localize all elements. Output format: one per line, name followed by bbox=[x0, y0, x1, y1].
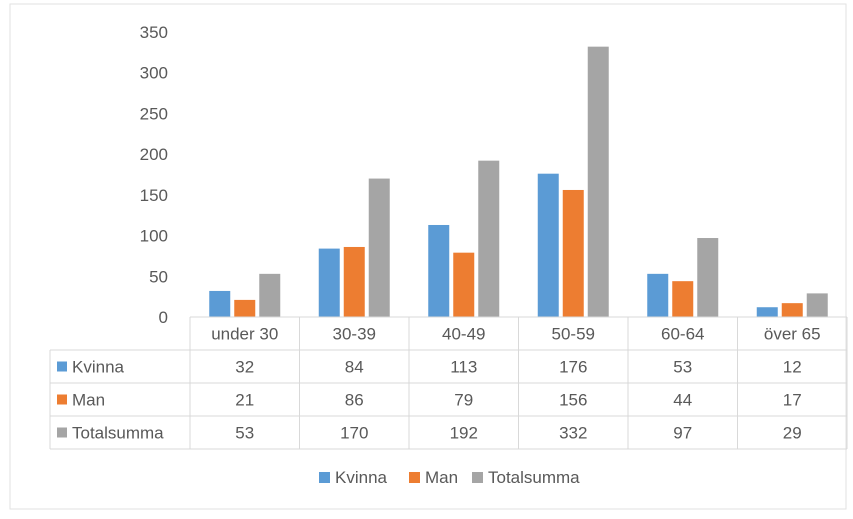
bar-man-6 bbox=[781, 303, 803, 317]
data-label: 176 bbox=[559, 358, 587, 377]
chart-frame bbox=[9, 3, 847, 510]
x-category-label: 30-39 bbox=[333, 325, 376, 344]
table-series-name: Man bbox=[72, 391, 105, 410]
bar-totalsumma-6 bbox=[806, 293, 828, 317]
data-label: 21 bbox=[235, 391, 254, 410]
table-series-key bbox=[57, 394, 67, 405]
bars-group bbox=[209, 46, 828, 318]
data-label: 53 bbox=[673, 358, 692, 377]
legend-key-totalsumma bbox=[472, 472, 483, 483]
bar-man-3 bbox=[453, 252, 475, 317]
y-tick-label: 300 bbox=[140, 64, 168, 83]
data-label: 156 bbox=[559, 391, 587, 410]
table-series-name: Totalsumma bbox=[72, 424, 164, 443]
y-tick-label: 0 bbox=[159, 308, 168, 327]
y-tick-label: 50 bbox=[149, 267, 168, 286]
x-category-label: under 30 bbox=[211, 325, 278, 344]
bar-man-4 bbox=[562, 189, 584, 317]
bar-man-5 bbox=[672, 281, 694, 317]
axis-group: 0 50 100 150 200 250 300 350 bbox=[140, 23, 168, 327]
data-label: 84 bbox=[345, 358, 364, 377]
data-label: 332 bbox=[559, 424, 587, 443]
y-tick-label: 350 bbox=[140, 23, 168, 42]
bar-totalsumma-1 bbox=[259, 273, 281, 317]
bar-totalsumma-2 bbox=[368, 178, 390, 317]
bar-kvinna-3 bbox=[428, 224, 450, 317]
y-tick-label: 250 bbox=[140, 104, 168, 123]
x-category-label: över 65 bbox=[764, 325, 821, 344]
data-label: 192 bbox=[450, 424, 478, 443]
data-label: 86 bbox=[345, 391, 364, 410]
x-category-label: 50-59 bbox=[552, 325, 595, 344]
x-category-label: 60-64 bbox=[661, 325, 704, 344]
bar-kvinna-6 bbox=[756, 307, 778, 317]
data-label: 79 bbox=[454, 391, 473, 410]
bar-totalsumma-5 bbox=[697, 238, 719, 317]
bar-totalsumma-4 bbox=[587, 46, 609, 318]
data-label: 29 bbox=[783, 424, 802, 443]
table-series-key bbox=[57, 361, 67, 372]
legend-label-totalsumma: Totalsumma bbox=[488, 468, 580, 487]
legend: Kvinna Man Totalsumma bbox=[319, 468, 580, 487]
legend-key-man bbox=[409, 472, 420, 483]
data-label: 17 bbox=[783, 391, 802, 410]
bar-kvinna-5 bbox=[647, 273, 669, 317]
data-label: 12 bbox=[783, 358, 802, 377]
bar-kvinna-1 bbox=[209, 290, 231, 317]
chart-border bbox=[9, 3, 847, 510]
data-label: 53 bbox=[235, 424, 254, 443]
data-label: 44 bbox=[673, 391, 692, 410]
data-label: 113 bbox=[450, 358, 477, 377]
legend-key-kvinna bbox=[319, 472, 330, 483]
legend-label-man: Man bbox=[425, 468, 458, 487]
data-label: 170 bbox=[340, 424, 368, 443]
y-tick-label: 200 bbox=[140, 145, 168, 164]
data-label: 32 bbox=[235, 358, 254, 377]
bar-totalsumma-3 bbox=[478, 160, 500, 317]
y-tick-label: 150 bbox=[140, 186, 168, 205]
y-tick-label: 100 bbox=[140, 227, 168, 246]
data-table: under 30 30-39 40-49 50-59 60-64 över 65 Kvinn… bbox=[49, 316, 848, 450]
bar-man-1 bbox=[234, 299, 256, 317]
table-series-name: Kvinna bbox=[72, 358, 125, 377]
legend-label-kvinna: Kvinna bbox=[335, 468, 388, 487]
bar-man-2 bbox=[343, 246, 365, 317]
x-category-label: 40-49 bbox=[442, 325, 485, 344]
data-label: 97 bbox=[673, 424, 692, 443]
bar-kvinna-4 bbox=[537, 173, 559, 317]
table-series-key bbox=[57, 427, 67, 438]
bar-kvinna-2 bbox=[318, 248, 340, 317]
